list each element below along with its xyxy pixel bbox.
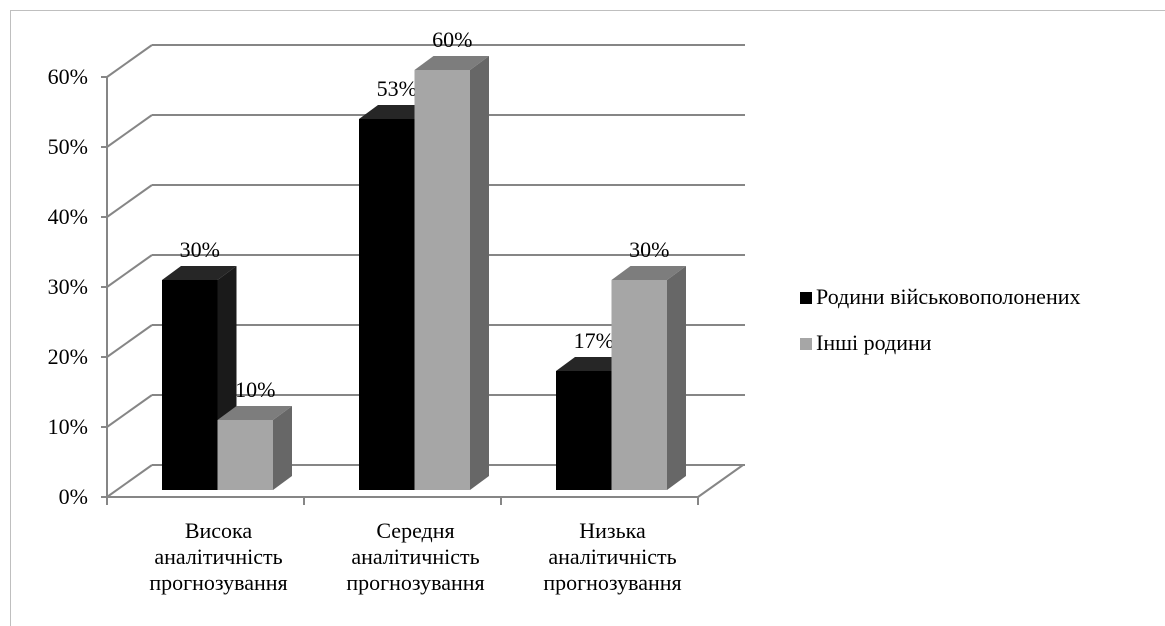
bar-top: [414, 56, 489, 70]
data-label: 10%: [235, 377, 275, 402]
legend-label: Родини військовополонених: [816, 284, 1081, 309]
y-tick-label: 0%: [59, 484, 88, 509]
bar-side: [470, 56, 489, 490]
bar-top: [162, 266, 237, 280]
bar: [556, 371, 612, 490]
bar-top: [217, 406, 292, 420]
data-label: 53%: [377, 76, 417, 101]
grid-line-side: [106, 44, 153, 78]
legend-swatch: [800, 292, 812, 304]
data-label: 60%: [432, 27, 472, 52]
bar: [414, 70, 470, 490]
y-tick-label: 50%: [48, 134, 88, 159]
y-tick-label: 10%: [48, 414, 88, 439]
x-tick-label: Низька аналітичність прогнозування: [543, 518, 682, 595]
bar-top: [611, 266, 686, 280]
floor-right: [697, 464, 744, 498]
bar: [611, 280, 667, 490]
grid-line-side: [106, 324, 153, 358]
x-tick-label: Висока аналітичність прогнозування: [149, 518, 288, 595]
grid-line-side: [106, 254, 153, 288]
y-tick-label: 20%: [48, 344, 88, 369]
legend-swatch: [800, 338, 812, 350]
grid-line-side: [106, 184, 153, 218]
bar: [162, 280, 218, 490]
bar: [217, 420, 273, 490]
grid-line-side: [106, 464, 153, 498]
data-label: 30%: [629, 237, 669, 262]
grid-line-side: [106, 394, 153, 428]
legend-label: Інші родини: [816, 330, 932, 355]
y-tick-label: 40%: [48, 204, 88, 229]
bar: [359, 119, 415, 490]
chart-border: [10, 10, 1165, 626]
data-label: 30%: [180, 237, 220, 262]
bar-side: [667, 266, 686, 490]
grid-line-side: [106, 114, 153, 148]
y-tick-label: 60%: [48, 64, 88, 89]
bar-side: [273, 406, 292, 490]
x-tick-label: Середня аналітичність прогнозування: [346, 518, 485, 595]
y-tick-label: 30%: [48, 274, 88, 299]
data-label: 17%: [574, 328, 614, 353]
